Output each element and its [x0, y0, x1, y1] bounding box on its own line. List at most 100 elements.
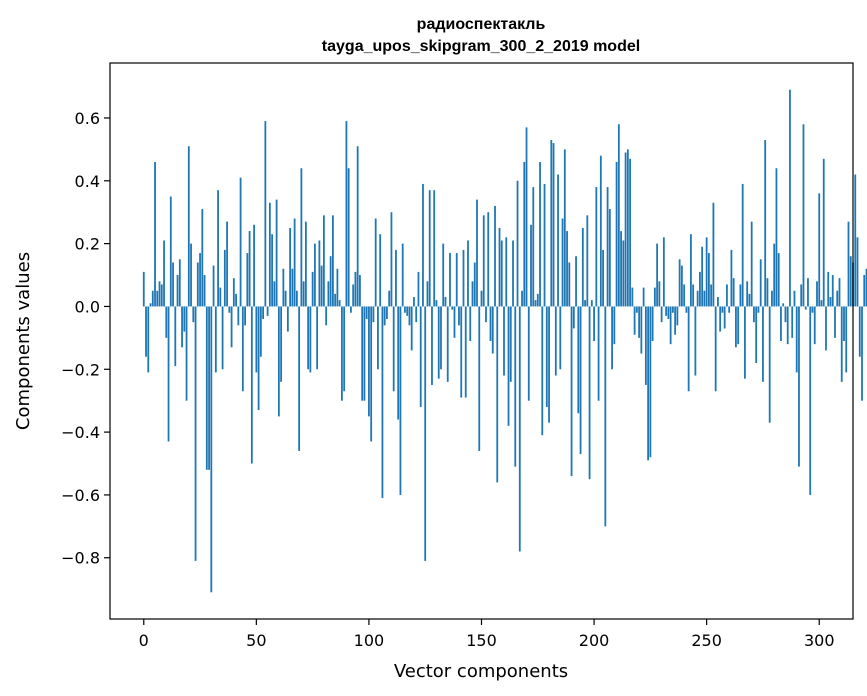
bar-206 — [606, 187, 609, 307]
bar-126 — [426, 281, 429, 307]
bar-110 — [390, 212, 393, 307]
bar-122 — [417, 271, 420, 307]
bar-288 — [791, 306, 794, 338]
bar-290 — [795, 306, 798, 373]
bar-19 — [185, 306, 188, 401]
bar-0 — [142, 271, 145, 307]
bar-260 — [728, 306, 731, 313]
bar-259 — [726, 284, 728, 307]
bar-139 — [455, 253, 458, 307]
bar-20 — [187, 146, 190, 307]
x-axis-label: Vector components — [394, 661, 568, 682]
bar-263 — [735, 306, 737, 348]
bar-157 — [496, 306, 499, 483]
bar-166 — [516, 180, 519, 307]
bar-33 — [217, 190, 219, 307]
bar-222 — [642, 287, 645, 307]
bar-152 — [485, 306, 487, 323]
bar-220 — [638, 306, 641, 338]
y-tick-label-5: 0.2 — [75, 235, 100, 254]
bar-92 — [350, 306, 352, 313]
bar-296 — [809, 306, 812, 495]
bar-105 — [379, 234, 382, 307]
bar-307 — [834, 306, 836, 338]
bar-45 — [244, 306, 246, 326]
bar-6 — [156, 290, 159, 307]
bar-96 — [359, 275, 361, 307]
bar-112 — [395, 249, 397, 307]
bar-60 — [277, 306, 280, 417]
bar-229 — [658, 281, 661, 307]
bar-253 — [712, 202, 715, 307]
bar-235 — [671, 306, 674, 313]
bar-31 — [212, 265, 215, 307]
bar-136 — [449, 253, 451, 307]
bar-168 — [521, 290, 523, 307]
bar-142 — [462, 249, 465, 307]
bar-267 — [744, 306, 746, 379]
bar-268 — [746, 281, 749, 307]
bar-177 — [541, 306, 544, 436]
bar-80 — [322, 215, 325, 307]
bar-314 — [849, 256, 852, 307]
bar-148 — [476, 199, 478, 307]
bar-128 — [431, 306, 433, 385]
bar-262 — [732, 278, 735, 307]
bar-138 — [453, 306, 456, 338]
bar-183 — [554, 306, 557, 376]
bar-28 — [205, 306, 208, 470]
bar-239 — [680, 265, 683, 307]
bar-59 — [275, 199, 278, 307]
bar-78 — [318, 240, 321, 307]
bar-276 — [764, 139, 767, 307]
bar-63 — [284, 290, 287, 307]
bar-58 — [273, 281, 276, 307]
bar-303 — [825, 306, 827, 351]
bar-104 — [377, 306, 379, 370]
bar-67 — [293, 218, 296, 307]
bar-217 — [631, 287, 634, 307]
bar-131 — [437, 306, 440, 379]
bar-195 — [581, 227, 584, 307]
bar-5 — [154, 161, 156, 307]
bar-135 — [446, 306, 449, 382]
bar-52 — [259, 306, 262, 357]
bar-57 — [271, 234, 274, 307]
bar-234 — [669, 306, 672, 345]
bar-301 — [820, 300, 823, 307]
bar-283 — [780, 306, 782, 341]
y-tick-label-1: −0.6 — [61, 486, 100, 505]
bar-97 — [361, 306, 364, 401]
bar-244 — [692, 284, 695, 307]
bar-47 — [248, 231, 251, 307]
bar-156 — [494, 205, 496, 307]
bar-7 — [158, 281, 161, 307]
bar-34 — [219, 287, 222, 307]
bar-21 — [190, 243, 192, 307]
bar-203 — [599, 155, 602, 307]
bar-295 — [807, 278, 809, 307]
bar-86 — [336, 268, 339, 307]
bar-83 — [329, 256, 332, 307]
y-tick-label-3: −0.2 — [61, 360, 100, 379]
bar-117 — [406, 306, 409, 316]
bar-1 — [145, 306, 147, 357]
bar-89 — [343, 306, 346, 392]
y-tick-label-7: 0.6 — [75, 109, 100, 128]
bar-186 — [561, 218, 564, 307]
bar-99 — [365, 306, 368, 320]
bar-115 — [401, 243, 404, 307]
bar-133 — [442, 243, 445, 307]
bar-172 — [530, 224, 532, 307]
bar-44 — [241, 306, 244, 392]
bar-211 — [617, 124, 620, 307]
bar-71 — [302, 281, 305, 307]
x-tick-label-150: 150 — [466, 631, 497, 650]
bar-42 — [237, 306, 240, 326]
bar-82 — [327, 281, 330, 307]
bar-93 — [352, 284, 355, 307]
bar-281 — [775, 168, 778, 307]
bar-240 — [683, 284, 686, 307]
bar-66 — [291, 268, 294, 307]
